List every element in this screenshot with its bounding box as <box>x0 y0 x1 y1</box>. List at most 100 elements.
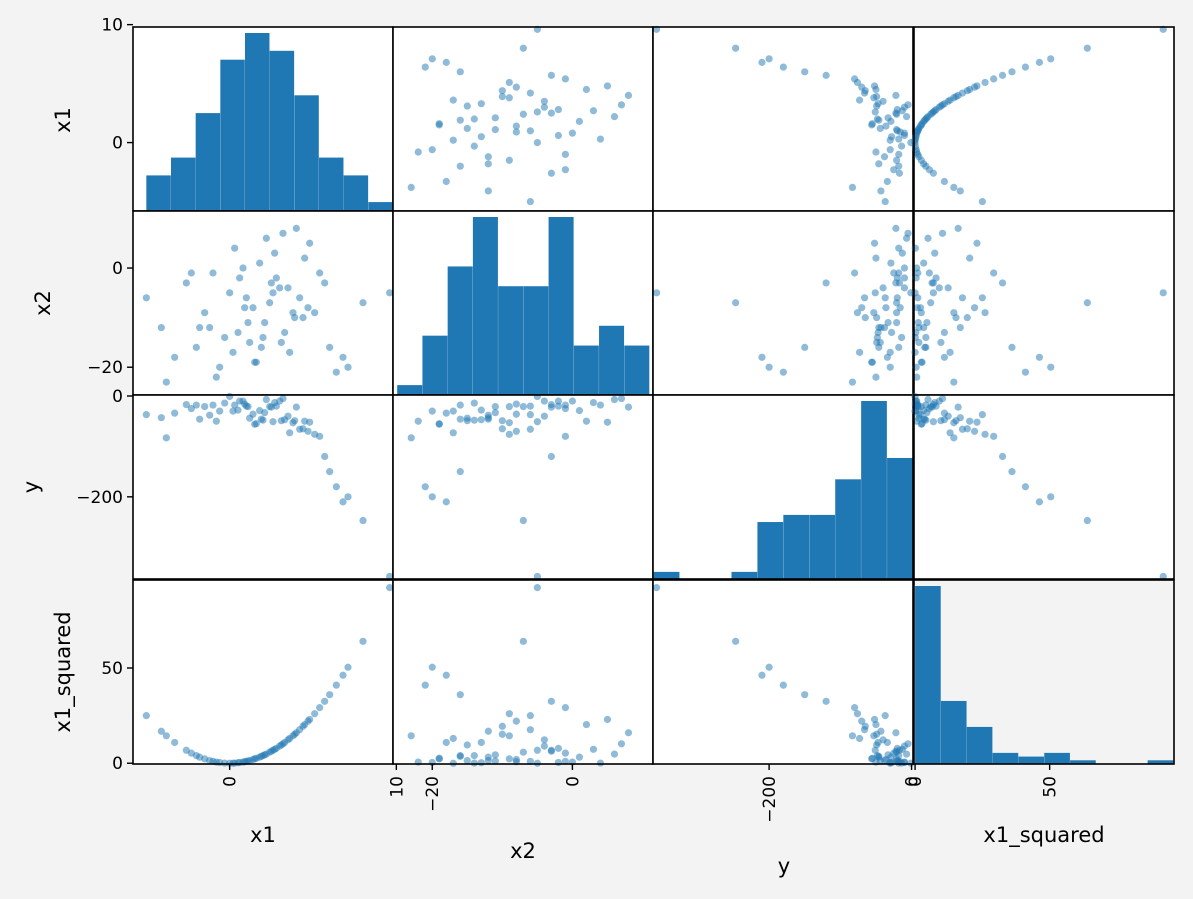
scatter-point <box>171 353 179 361</box>
scatter-point <box>617 394 626 403</box>
scatter-point <box>540 103 548 111</box>
scatter-point <box>1083 516 1091 525</box>
scatter-point <box>870 732 878 740</box>
scatter-point <box>568 397 577 405</box>
panel-frame <box>913 394 1175 580</box>
scatter-point <box>157 323 165 332</box>
scatter-point <box>311 309 319 317</box>
scatter-point <box>603 82 612 90</box>
scatter-point <box>876 124 884 133</box>
scatter-point <box>212 373 220 381</box>
scatter-point <box>421 681 429 689</box>
scatter-point <box>216 407 224 415</box>
panel-x2-vs-x2 <box>392 210 654 396</box>
scatter-point <box>913 264 921 272</box>
scatter-point <box>326 691 334 699</box>
scatter-point <box>858 717 866 725</box>
scatter-point <box>526 402 534 410</box>
x-tick-label: −20 <box>423 776 443 812</box>
scatter-point <box>540 397 548 405</box>
scatter-point <box>904 101 912 109</box>
scatter-point <box>758 671 766 679</box>
axis-labels: x1 x2 y x1_squared x1 x2 y x1_squared <box>19 107 1105 878</box>
scatter-point <box>407 183 415 192</box>
scatter-point <box>950 309 958 317</box>
scatter-point <box>226 289 234 297</box>
scatter-point <box>938 229 947 237</box>
panel-frame <box>913 210 1175 396</box>
histogram-bar <box>573 345 599 395</box>
histogram-bar <box>245 33 270 211</box>
scatter-point <box>610 750 619 758</box>
scatter-point <box>344 363 352 371</box>
panel-x1-vs-x2 <box>392 25 654 212</box>
scatter-point <box>498 417 506 425</box>
scatter-point <box>868 120 876 128</box>
scatter-point <box>171 738 179 747</box>
scatter-point <box>868 358 876 366</box>
scatter-point <box>855 734 864 743</box>
histogram-bar <box>397 385 423 395</box>
scatter-point <box>463 102 471 110</box>
scatter-point <box>269 746 277 754</box>
scatter-point <box>428 55 436 63</box>
scatter-point <box>157 727 165 735</box>
scatter-point <box>890 269 898 277</box>
scatter-point <box>359 299 367 307</box>
scatter-point <box>386 584 394 592</box>
histogram-bar <box>861 401 887 579</box>
scatter-point <box>306 418 314 426</box>
scatter-point <box>875 116 883 124</box>
scatter-point <box>512 717 520 725</box>
scatter-point <box>916 304 925 312</box>
scatter-point <box>414 417 422 425</box>
scatter-point <box>872 373 880 381</box>
scatter-point <box>249 410 257 418</box>
scatter-point <box>882 304 890 312</box>
y-tick-label: 0 <box>112 387 123 407</box>
histogram-bar <box>422 335 448 395</box>
scatter-point <box>877 187 885 195</box>
scatter-point <box>339 671 347 679</box>
panel-x1_squared-vs-x1_squared <box>913 579 1175 765</box>
y-tick-label: 0 <box>112 259 123 279</box>
y-tick-label: 0 <box>112 134 123 154</box>
histogram-bar <box>294 95 319 211</box>
scatter-point <box>269 418 277 426</box>
scatter-point <box>861 314 869 322</box>
scatter-point <box>1021 368 1030 376</box>
scatter-point <box>526 127 534 135</box>
histogram-bar <box>523 286 549 395</box>
scatter-point <box>526 89 534 97</box>
scatter-point <box>887 259 895 267</box>
scatter-point <box>858 304 866 312</box>
scatter-point <box>286 429 294 437</box>
scatter-point <box>491 757 499 765</box>
scatter-point <box>872 148 880 156</box>
scatter-point <box>624 729 633 737</box>
scatter-point <box>306 239 314 247</box>
scatter-point <box>855 96 864 104</box>
panel-frame <box>132 394 394 580</box>
panel-background <box>914 27 1174 211</box>
panel-frame <box>652 394 914 580</box>
scatter-point <box>1008 343 1016 351</box>
scatter-point <box>890 749 898 757</box>
panel-frame <box>652 579 914 765</box>
scatter-point <box>940 328 949 337</box>
scatter-point <box>321 279 329 287</box>
scatter-point <box>289 732 297 740</box>
scatter-point <box>470 416 478 424</box>
scatter-point <box>603 418 612 426</box>
scatter-point <box>332 483 340 491</box>
panel-y-vs-x1_squared <box>911 392 1175 581</box>
scatter-point <box>848 378 857 386</box>
scatter-point <box>920 259 928 267</box>
histogram-bar <box>809 514 836 579</box>
scatter-point <box>875 160 883 168</box>
scatter-point <box>326 468 334 476</box>
scatter-point <box>505 94 513 102</box>
scatter-point <box>998 279 1007 287</box>
scatter-point <box>359 516 367 525</box>
